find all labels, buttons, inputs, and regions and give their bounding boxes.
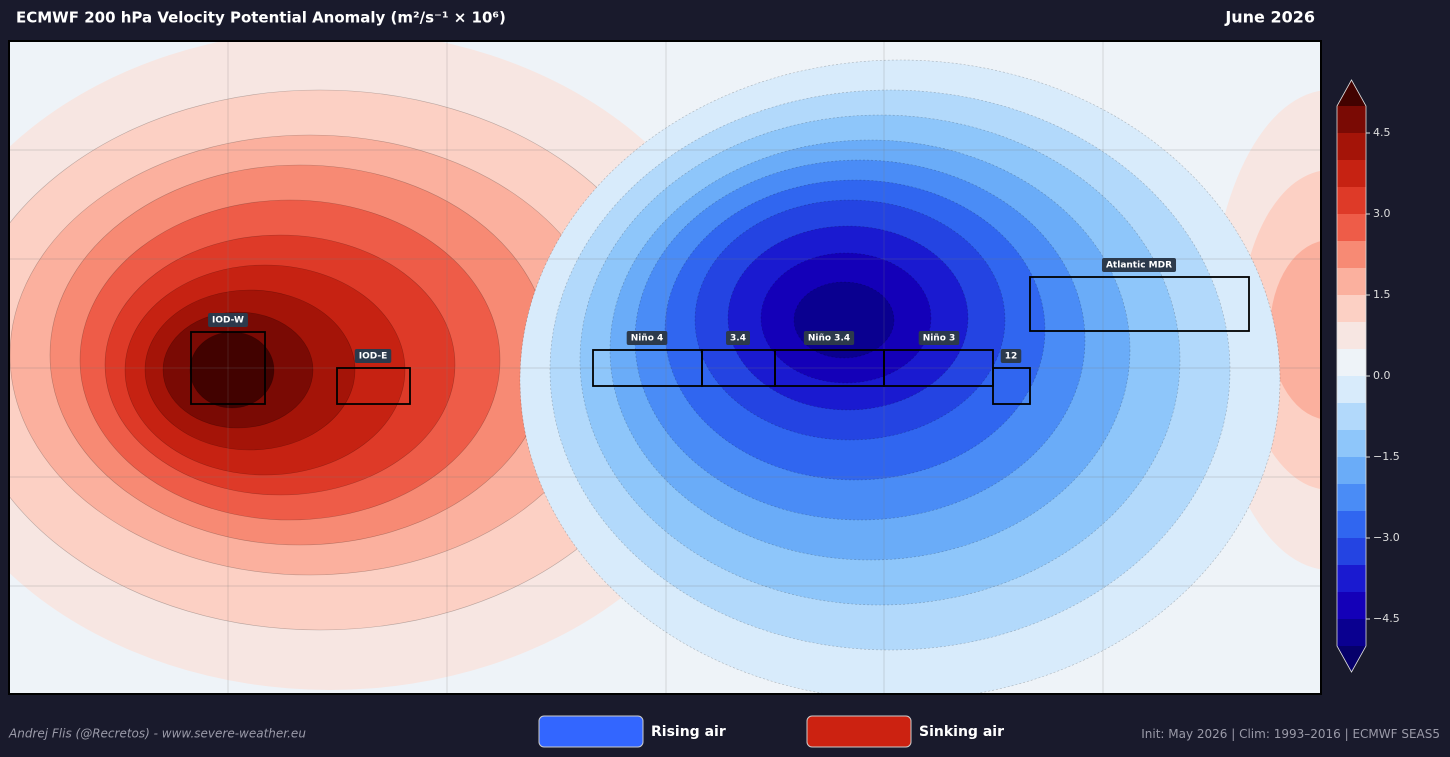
init-part: ECMWF SEAS5 [1352,727,1440,741]
colorbar: 4.5 3.0 1.5 0.0 −1.5 −3.0 −4.5 [1336,79,1400,673]
colorbar-band [1337,511,1366,538]
colorbar-tick-label: 3.0 [1373,207,1391,220]
contour [189,331,275,409]
region-box [336,367,411,405]
init-part: Init: May 2026 [1141,727,1227,741]
colorbar-band [1337,430,1366,457]
colorbar-tick-label: −1.5 [1373,450,1400,463]
contour [793,281,895,359]
colorbar-band [1337,619,1366,646]
colorbar-band [1337,457,1366,484]
region-label: Niño 3.4 [808,334,850,344]
region-tag [918,331,960,345]
colorbar-tick-label: −3.0 [1373,531,1400,544]
region-box [1029,276,1250,332]
colorbar-tick-label: 1.5 [1373,288,1391,301]
colorbar-band [1337,295,1366,322]
colorbar-band [1337,484,1366,511]
region-label: Niño 3 [923,334,956,344]
colorbar-band [1337,403,1366,430]
title: ECMWF 200 hPa Velocity Potential Anomaly… [16,9,506,27]
map: IOD-W IOD-E Niño 4 3.4 Niño 3.4 Niño 3 12 Atlan… [9,41,1321,694]
colorbar-band [1337,565,1366,592]
region-tag [803,331,855,345]
legend-swatch [806,715,912,748]
region-box [992,367,1031,405]
region-label: Niño 4 [631,334,664,344]
region-label: IOD-W [212,316,244,326]
region-label: 12 [1005,352,1018,362]
map-frame [8,40,1322,695]
colorbar-band [1337,322,1366,349]
region-tag [354,349,392,363]
colorbar-band [1337,106,1366,133]
colorbar-tick-label: 0.0 [1373,369,1391,382]
init-info: Init: May 2026 | Clim: 1993–2016 | ECMWF… [1141,727,1440,741]
init-part: Clim: 1993–2016 [1239,727,1341,741]
legend-swatch [538,715,644,748]
colorbar-band [1337,592,1366,619]
colorbar-band [1337,349,1366,376]
region-label: IOD-E [359,352,388,362]
region-tag [626,331,668,345]
colorbar-band [1337,241,1366,268]
colorbar-band [1337,376,1366,403]
colorbar-band [1337,187,1366,214]
region-tag [1101,258,1177,272]
legend-label: Rising air [651,724,726,740]
colorbar-band [1337,538,1366,565]
colorbar-extend-under [1337,646,1366,672]
colorbar-band [1337,133,1366,160]
colorbar-band [1337,160,1366,187]
colorbar-band [1337,268,1366,295]
colorbar-outline [1336,79,1367,673]
region-tag [208,313,248,327]
region-label: 3.4 [730,334,746,344]
colorbar-extend-over [1337,80,1366,106]
region-box [190,331,266,405]
separator: | [1341,727,1353,741]
region-tag [726,331,750,345]
colorbar-tick-label: 4.5 [1373,126,1391,139]
date: June 2026 [1224,8,1315,27]
region-tag [1000,349,1022,363]
colorbar-band [1337,214,1366,241]
separator: | [1227,727,1239,741]
legend-label: Sinking air [919,724,1004,740]
colorbar-tick-label: −4.5 [1373,612,1400,625]
credit: Andrej Flis (@Recretos) - www.severe-wea… [8,727,306,741]
region-label: Atlantic MDR [1106,261,1172,271]
contour [1270,241,1321,419]
